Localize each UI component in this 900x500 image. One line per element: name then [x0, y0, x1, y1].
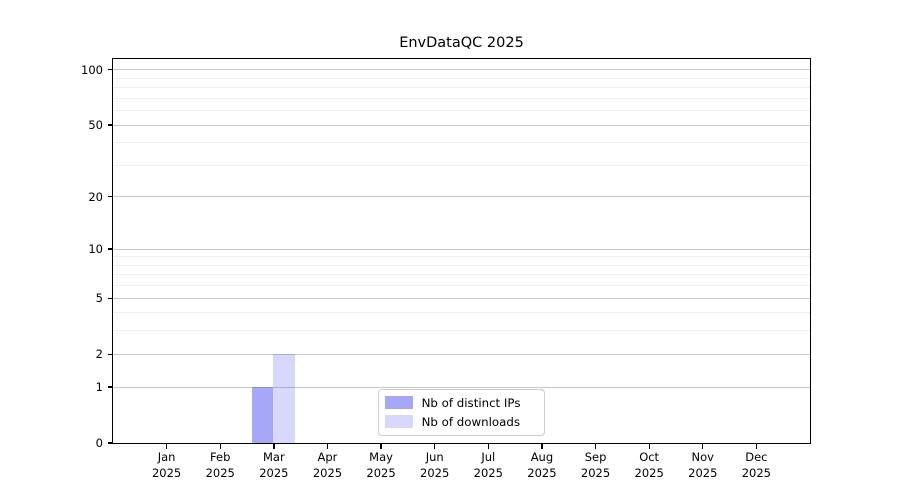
y-tick-label: 2	[95, 347, 103, 362]
y-gridline-major	[112, 297, 810, 299]
y-tick-mark	[108, 297, 113, 299]
bar-mar-series1	[273, 353, 295, 443]
y-gridline-major	[112, 69, 810, 71]
y-tick-label: 1	[95, 379, 103, 394]
y-gridline-minor	[112, 87, 810, 89]
x-tick-mark	[702, 444, 704, 450]
x-tick-mark	[273, 444, 275, 450]
y-gridline-minor	[112, 274, 810, 276]
x-tick-label-jun: Jun 2025	[420, 450, 450, 480]
y-tick-mark	[108, 353, 113, 355]
bar-mar-series0	[252, 386, 274, 443]
y-gridline-major	[112, 353, 810, 355]
y-tick-mark	[108, 248, 113, 250]
x-tick-label-mar: Mar 2025	[259, 450, 289, 480]
y-tick-label: 100	[81, 62, 103, 77]
y-gridline-minor	[112, 312, 810, 314]
legend: Nb of distinct IPs Nb of downloads	[377, 388, 545, 436]
legend-swatch-downloads	[384, 415, 413, 429]
x-tick-mark	[380, 444, 382, 450]
x-tick-mark	[166, 444, 168, 450]
legend-swatch-distinct-ips	[384, 396, 413, 410]
y-gridline-major	[112, 386, 810, 388]
x-tick-label-oct: Oct 2025	[634, 450, 664, 480]
y-gridline-minor	[112, 164, 810, 166]
plot-area: Nb of distinct IPs Nb of downloads	[111, 57, 811, 444]
y-tick-label: 10	[88, 242, 103, 257]
legend-entry-downloads: Nb of downloads	[384, 414, 536, 429]
x-tick-mark	[594, 444, 597, 450]
x-tick-label-may: May 2025	[366, 450, 396, 480]
legend-label-distinct-ips: Nb of distinct IPs	[421, 395, 521, 410]
x-tick-label-feb: Feb 2025	[205, 450, 235, 480]
x-tick-label-jan: Jan 2025	[151, 450, 182, 480]
y-gridline-minor	[112, 97, 810, 99]
y-tick-mark	[108, 386, 113, 388]
chart-title: EnvDataQC 2025	[399, 35, 524, 51]
x-tick-label-nov: Nov 2025	[688, 450, 718, 480]
y-gridline-minor	[112, 285, 810, 287]
y-gridline-minor	[112, 110, 810, 112]
x-tick-mark	[755, 444, 758, 450]
y-tick-mark	[108, 442, 113, 444]
x-tick-mark	[648, 444, 650, 450]
y-tick-mark	[108, 69, 113, 71]
y-tick-label: 5	[95, 291, 103, 306]
y-gridline-major	[112, 248, 810, 250]
y-gridline-minor	[112, 142, 810, 144]
x-tick-label-aug: Aug 2025	[527, 450, 557, 480]
x-tick-label-sep: Sep 2025	[580, 450, 611, 480]
x-tick-label-jul: Jul 2025	[473, 450, 503, 480]
x-tick-mark	[541, 444, 543, 450]
y-tick-label: 50	[88, 118, 103, 133]
legend-label-downloads: Nb of downloads	[421, 414, 520, 429]
x-tick-mark	[434, 444, 436, 450]
x-tick-mark	[487, 444, 489, 450]
x-tick-label-dec: Dec 2025	[741, 450, 772, 480]
legend-entry-distinct-ips: Nb of distinct IPs	[384, 395, 536, 410]
x-tick-mark	[219, 444, 221, 450]
y-gridline-minor	[112, 77, 810, 79]
y-gridline-minor	[112, 330, 810, 332]
y-tick-label: 20	[88, 189, 103, 204]
x-tick-label-apr: Apr 2025	[312, 450, 343, 480]
x-tick-mark	[326, 444, 329, 450]
y-gridline-minor	[112, 256, 810, 258]
y-tick-mark	[108, 196, 113, 198]
y-tick-mark	[108, 124, 113, 126]
y-gridline-minor	[112, 264, 810, 266]
y-gridline-major	[112, 196, 810, 198]
y-gridline-major	[112, 124, 810, 126]
y-tick-label: 0	[95, 436, 103, 450]
